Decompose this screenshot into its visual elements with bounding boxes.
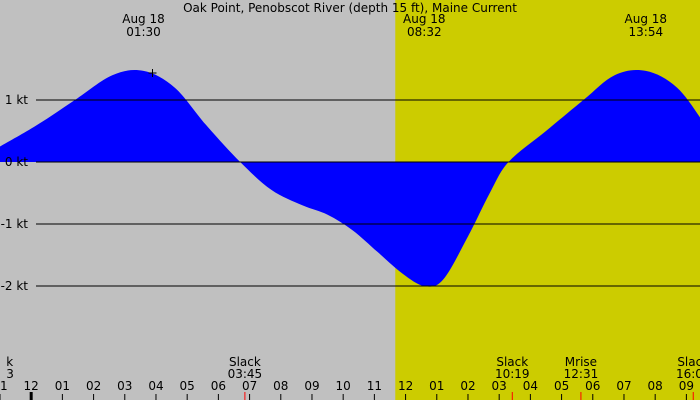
- x-tick-label: 03: [492, 379, 507, 393]
- y-tick-label: -2 kt: [1, 279, 29, 293]
- event-time-label: 10:19: [495, 367, 530, 381]
- event-name-label: Slack: [677, 355, 700, 369]
- y-tick-label: 0 kt: [5, 155, 28, 169]
- event-name-label: k: [6, 355, 13, 369]
- x-tick-label: 07: [242, 379, 257, 393]
- x-tick-label: 01: [429, 379, 444, 393]
- event-name-label: Slack: [229, 355, 261, 369]
- x-tick-label: 08: [648, 379, 663, 393]
- event-time-label: 3: [6, 367, 14, 381]
- x-tick-label: 11: [367, 379, 382, 393]
- x-tick-label: 01: [55, 379, 70, 393]
- x-tick-label: 06: [211, 379, 226, 393]
- event-time-label: 12:31: [564, 367, 599, 381]
- peak-time-label: 08:32: [407, 25, 442, 39]
- x-tick-label: 07: [616, 379, 631, 393]
- event-name-label: Slack: [496, 355, 528, 369]
- y-tick-label: 1 kt: [5, 93, 28, 107]
- y-tick-label: -1 kt: [1, 217, 29, 231]
- x-tick-label: 12: [398, 379, 413, 393]
- flood-current-area: [0, 69, 700, 287]
- peak-date-label: Aug 18: [403, 12, 446, 26]
- x-tick-label: 09: [304, 379, 319, 393]
- event-time-label: 03:45: [228, 367, 263, 381]
- x-tick-label: 02: [86, 379, 101, 393]
- x-tick-label: 10: [336, 379, 351, 393]
- event-name-label: Mrise: [565, 355, 597, 369]
- x-tick-label: 11: [0, 379, 8, 393]
- x-tick-label: 05: [180, 379, 195, 393]
- x-tick-label: 04: [523, 379, 538, 393]
- x-tick-label: 09: [679, 379, 694, 393]
- x-tick-label: 12: [24, 379, 39, 393]
- chart-title: Oak Point, Penobscot River (depth 15 ft)…: [183, 1, 517, 15]
- x-tick-label: 02: [460, 379, 475, 393]
- peak-date-label: Aug 18: [122, 12, 165, 26]
- peak-time-label: 13:54: [629, 25, 664, 39]
- x-tick-label: 08: [273, 379, 288, 393]
- x-tick-label: 06: [585, 379, 600, 393]
- x-tick-label: 04: [148, 379, 163, 393]
- x-tick-label: 05: [554, 379, 569, 393]
- peak-date-label: Aug 18: [625, 12, 668, 26]
- x-tick-label: 03: [117, 379, 132, 393]
- peak-time-label: 01:30: [126, 25, 161, 39]
- event-time-label: 16:07: [676, 367, 700, 381]
